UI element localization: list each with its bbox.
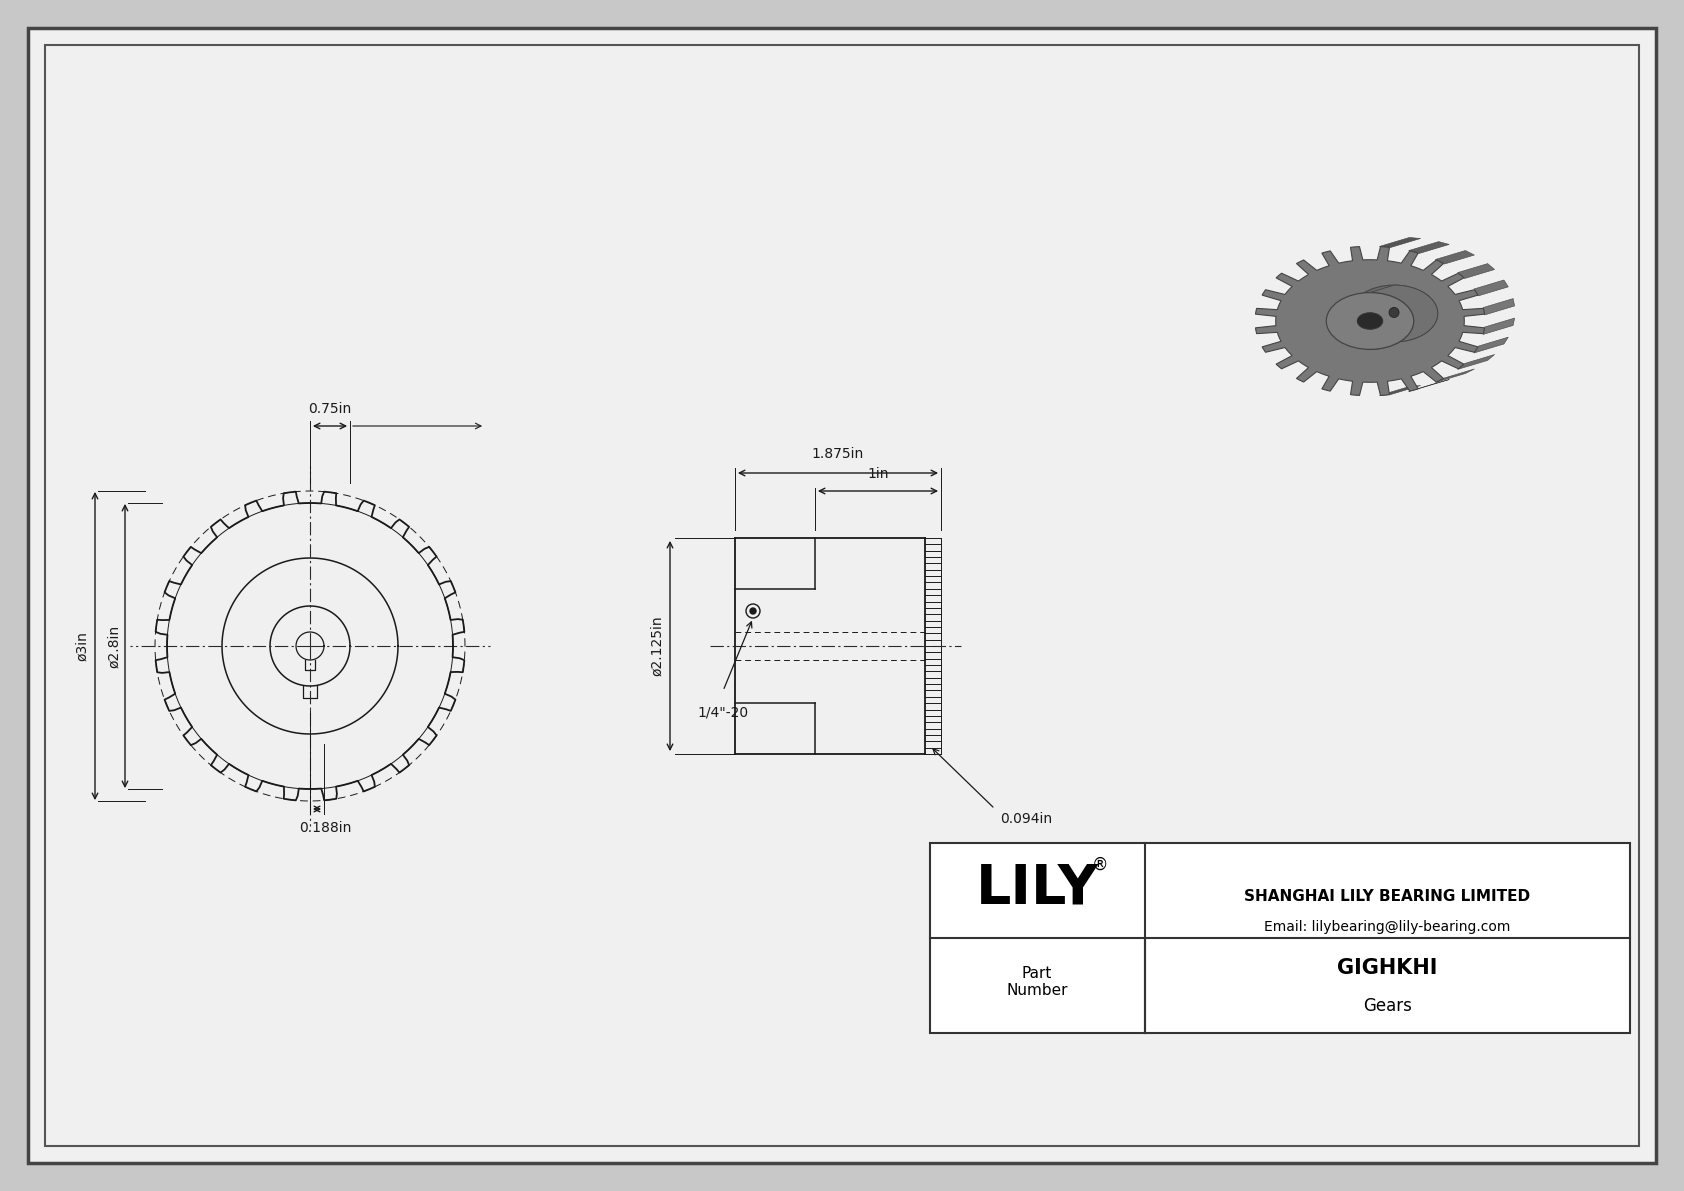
Text: LILY: LILY bbox=[975, 861, 1098, 916]
Text: 1.875in: 1.875in bbox=[812, 447, 864, 461]
Circle shape bbox=[749, 607, 756, 615]
Text: ø3in: ø3in bbox=[76, 631, 89, 661]
Polygon shape bbox=[1474, 280, 1509, 295]
Polygon shape bbox=[1371, 285, 1438, 349]
Text: ø2.8in: ø2.8in bbox=[108, 624, 121, 668]
Bar bbox=[930, 843, 1630, 1033]
Polygon shape bbox=[1435, 369, 1475, 382]
Polygon shape bbox=[1256, 247, 1485, 395]
Text: 1/4"-20: 1/4"-20 bbox=[697, 706, 749, 721]
Polygon shape bbox=[1410, 380, 1450, 392]
Text: 1in: 1in bbox=[867, 467, 889, 481]
Polygon shape bbox=[1474, 337, 1509, 353]
Ellipse shape bbox=[1357, 313, 1383, 329]
Polygon shape bbox=[1435, 250, 1475, 264]
Polygon shape bbox=[1458, 355, 1495, 369]
Text: SHANGHAI LILY BEARING LIMITED: SHANGHAI LILY BEARING LIMITED bbox=[1244, 888, 1531, 904]
Text: ø2.125in: ø2.125in bbox=[650, 616, 663, 676]
Polygon shape bbox=[1410, 242, 1450, 254]
Text: 0.75in: 0.75in bbox=[308, 403, 352, 416]
Polygon shape bbox=[1484, 299, 1514, 314]
Ellipse shape bbox=[1351, 285, 1438, 342]
Polygon shape bbox=[1379, 237, 1421, 248]
Text: ®: ® bbox=[1091, 855, 1108, 874]
Polygon shape bbox=[1458, 263, 1495, 279]
Polygon shape bbox=[1484, 318, 1514, 335]
Ellipse shape bbox=[1327, 293, 1413, 349]
Text: Part
Number: Part Number bbox=[1007, 966, 1068, 998]
Polygon shape bbox=[1379, 386, 1421, 395]
Text: Email: lilybearing@lily-bearing.com: Email: lilybearing@lily-bearing.com bbox=[1265, 919, 1511, 934]
Text: 0.188in: 0.188in bbox=[298, 821, 352, 835]
Circle shape bbox=[1389, 307, 1399, 318]
Text: GIGHKHI: GIGHKHI bbox=[1337, 959, 1438, 978]
Text: 0.094in: 0.094in bbox=[1000, 812, 1052, 827]
Text: Gears: Gears bbox=[1362, 997, 1411, 1016]
